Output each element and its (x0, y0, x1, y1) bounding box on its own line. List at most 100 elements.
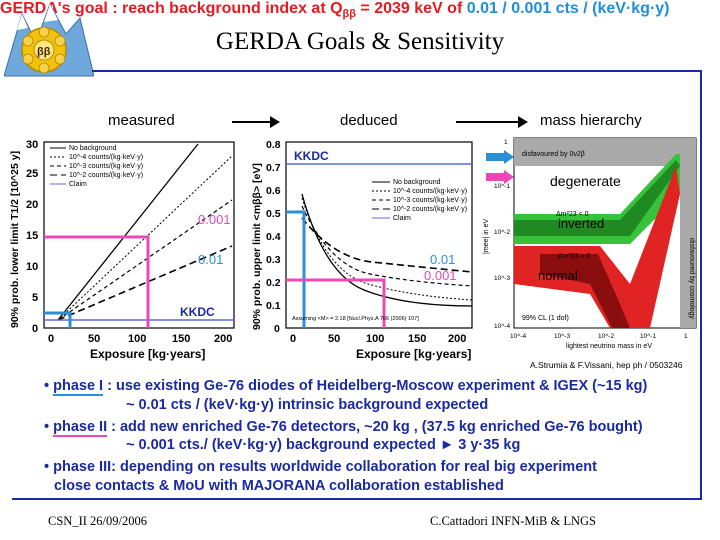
p3-xtick: 10^-4 (510, 333, 526, 340)
goal-value: 0.01 / 0.001 cts / (keV·kg·y) (466, 0, 670, 17)
p1-ytick: 25 (26, 168, 38, 180)
p1-xtick: 150 (172, 333, 190, 345)
p1-curve-1e-3 (57, 199, 233, 321)
plot-mass-hierarchy: disfavoured by 0ν2β disfavoured by cosmo… (483, 137, 697, 370)
bullet-dot: • (44, 419, 50, 435)
p1-ytick: 5 (32, 292, 38, 304)
p2-legend: 10^-3 counts/(kg·keV·y) (393, 197, 467, 204)
p2-xtick: 50 (328, 333, 340, 345)
plot-mass-limit: 0 0.1 0.2 0.3 0.4 0.5 0.6 0.7 0.8 0 50 1… (251, 139, 473, 361)
bullet-text: close contacts & MoU with MAJORANA colla… (54, 478, 504, 494)
p3-disfavoured-side-band (680, 138, 696, 328)
bullet-lead: phase II (53, 419, 108, 437)
p1-label-001: 0.01 (198, 252, 223, 267)
bullet-phase-3-detail: close contacts & MoU with MAJORANA colla… (54, 478, 504, 494)
p3-xtick: 10^-2 (598, 333, 614, 340)
p2-xtick: 100 (366, 333, 384, 345)
arrow-2-line (456, 121, 520, 123)
p2-xtick: 150 (408, 333, 426, 345)
bullet-phase-2: • phase II : add new enriched Ge-76 dete… (44, 419, 643, 437)
p2-ytick: 0.8 (266, 139, 281, 151)
p3-normal-band (514, 166, 680, 328)
p1-ytick: 10 (26, 261, 38, 273)
bullet-dot: • (44, 459, 50, 475)
p3-xtick: 1 (684, 333, 688, 340)
bullet-phase-2-detail: ~ 0.001 cts./ (keV·kg·y) background expe… (126, 437, 520, 453)
p3-credit: A.Strumia & F.Vissani, hep ph / 0503246 (530, 360, 683, 370)
p3-arrow-blue (486, 150, 514, 164)
bullet-lead: phase III (53, 459, 112, 475)
p3-disfavoured-side: disfavoured by cosmology (688, 238, 695, 319)
p2-blue-marker (286, 210, 306, 328)
p1-magenta-marker (44, 235, 150, 328)
p1-xtick: 200 (214, 333, 232, 345)
p1-xlabel: Exposure [kg·years] (90, 347, 205, 361)
p3-inverted-eq: Δm²23 < 0 (556, 211, 589, 218)
p1-yticks: 0 5 10 15 20 25 30 (26, 139, 38, 335)
p1-blue-marker (44, 311, 72, 328)
p2-curve-1e-4 (301, 197, 473, 301)
footer-author: C.Cattadori INFN-MiB & LNGS (430, 514, 596, 528)
p2-label-001: 0.01 (430, 252, 455, 267)
p3-ytick: 10^-3 (494, 275, 510, 282)
p3-ytick: 1 (504, 139, 508, 146)
bullet-phase-1-detail: ~ 0.01 cts / (keV·kg·y) intrinsic backgr… (126, 397, 488, 413)
arrow-2-head (518, 116, 528, 128)
p3-disfavoured-top-band (514, 138, 696, 166)
p2-legend: 10^-4 counts/(kg·keV·y) (393, 188, 467, 195)
bullet-text: : add new enriched Ge-76 detectors, ~20 … (107, 419, 643, 435)
p2-ylabel: 90% prob. upper limit <mββ> [eV] (251, 163, 263, 330)
header-deduced: deduced (340, 112, 398, 129)
footer-rule (12, 498, 702, 500)
goal-statement: GERDA's goal : reach background index at… (0, 0, 720, 20)
p1-ytick: 20 (26, 199, 38, 211)
p3-ytick: 10^-1 (494, 183, 510, 190)
p3-degenerate: degenerate (550, 173, 621, 189)
p3-cl: 99% CL (1 dof) (522, 315, 569, 322)
p1-legend: Claim (69, 181, 87, 188)
p1-xtick: 0 (48, 333, 54, 345)
p3-ylabel: |mee| in eV (483, 219, 490, 254)
bullet-dot: • (44, 378, 50, 394)
p2-ytick: 0.5 (266, 208, 281, 220)
p1-legend: No background (69, 145, 117, 152)
p3-ytick: 10^-4 (494, 323, 510, 330)
right-rule (700, 70, 702, 500)
bullet-phase-3: • phase III: depending on results worldw… (44, 459, 597, 475)
p3-arrow-magenta (486, 170, 514, 184)
p1-ytick: 30 (26, 139, 38, 151)
title-rule (92, 70, 702, 72)
p2-ytick: 0.2 (266, 277, 281, 289)
p2-xtick: 0 (290, 333, 296, 345)
p1-ytick: 15 (26, 230, 38, 242)
goal-sub: ββ (342, 8, 356, 21)
p1-label-kkdc: KKDC (180, 305, 215, 319)
p2-note: Assuming <M> = 2.18 [Nucl.Phys.A 766 (20… (292, 316, 419, 322)
header-mass-hierarchy: mass hierarchy (540, 112, 642, 129)
p3-xtick: 10^-1 (640, 333, 656, 340)
gerda-logo: ββ (3, 2, 95, 78)
p2-legend: Claim (393, 215, 411, 222)
p1-legend: 10^-2 counts/(kg·keV·y) (69, 172, 143, 179)
p3-xlabel: lightest neutrino mass in eV (566, 343, 652, 350)
p3-normal: normal (538, 268, 578, 283)
p2-xlabel: Exposure [kg·years] (356, 347, 471, 361)
p2-kkdc-label: KKDC (294, 149, 329, 163)
p1-ylabel: 90% prob. lower limit T1/2 [10^25 y] (9, 151, 21, 328)
p2-legend: No background (393, 179, 441, 186)
header-measured: measured (108, 112, 175, 129)
p3-normal-eq: Δm²23 > 0 (558, 253, 591, 260)
plot-halflife: 0 5 10 15 20 25 30 0 50 100 150 200 Expo… (9, 139, 235, 361)
p2-label-0001: 0.001 (424, 268, 457, 283)
p2-ytick: 0.6 (266, 185, 281, 197)
bullet-text: ~ 0.01 cts / (keV·kg·y) intrinsic backgr… (126, 397, 489, 413)
p3-ytick: 10^-2 (494, 229, 510, 236)
goal-prefix: GERDA's goal : reach background index at… (0, 0, 343, 17)
p3-disfavoured-top: disfavoured by 0ν2β (522, 151, 585, 158)
p3-xtick: 10^-3 (554, 333, 570, 340)
p2-ytick: 0.1 (266, 300, 281, 312)
arrow-1-line (232, 121, 272, 123)
p2-ytick: 0 (274, 323, 280, 335)
bullet-text: : depending on results worldwide collabo… (111, 459, 597, 475)
p1-label-0001: 0.001 (198, 212, 231, 227)
